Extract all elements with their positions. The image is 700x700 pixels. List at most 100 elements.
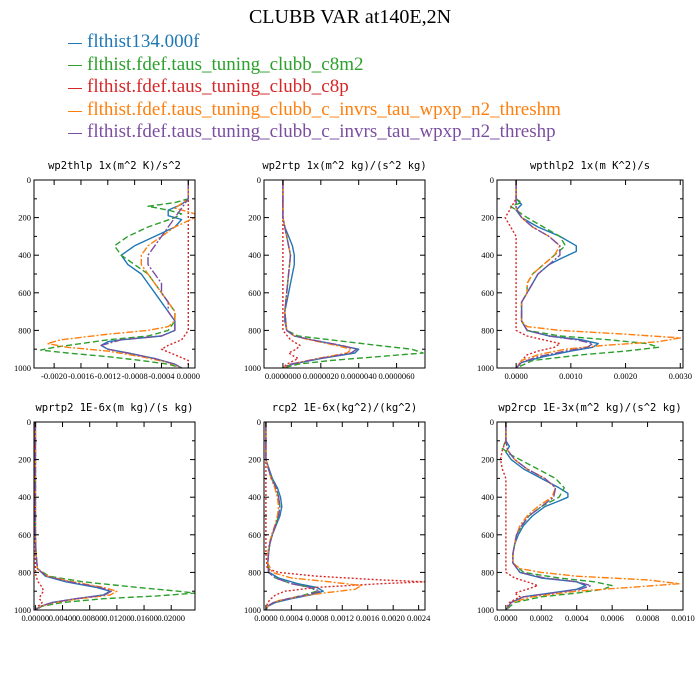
legend-label: flthist.fdef.taus_tuning_clubb_c8p <box>87 76 349 98</box>
x-tick-label: 0.0000020 <box>303 371 339 381</box>
x-tick-label: 0.00400 <box>49 613 77 623</box>
y-tick-label: 600 <box>248 530 261 540</box>
y-tick-label: 400 <box>248 492 261 502</box>
y-tick-label: 200 <box>18 455 31 465</box>
series-line <box>282 180 424 368</box>
legend-item: flthist.fdef.taus_tuning_clubb_c_invrs_t… <box>68 121 561 144</box>
x-tick-label: 0.0006 <box>600 613 623 623</box>
series-line <box>34 422 45 610</box>
x-tick-label: 0.00000 <box>22 613 50 623</box>
x-tick-label: -0.0020 <box>41 371 67 381</box>
series-line <box>499 422 539 610</box>
y-tick-label: 1000 <box>477 605 494 615</box>
subplot: wp2thlp 1x(m^2 K)/s^2 0 200 400 600 800 1000 -0… <box>14 160 200 381</box>
series-group <box>265 422 425 610</box>
x-tick-label: 0.0000040 <box>341 371 377 381</box>
y-tick-label: 0 <box>27 175 31 185</box>
legend-label: flthist.fdef.taus_tuning_clubb_c_invrs_t… <box>87 121 556 143</box>
legend-item: flthist.fdef.taus_tuning_clubb_c_invrs_t… <box>68 99 561 122</box>
legend-item: flthist.fdef.taus_tuning_clubb_c8p <box>68 76 561 99</box>
x-tick-label: 0.0000000 <box>265 371 301 381</box>
subplot: wp2rtp 1x(m^2 kg)/(s^2 kg)0 200 400 600 800 1… <box>244 160 427 381</box>
x-tick-label: 0.0000 <box>177 371 200 381</box>
legend-swatch <box>68 87 82 89</box>
x-tick-label: 0.0020 <box>614 371 637 381</box>
y-tick-label: 800 <box>481 325 494 335</box>
legend: flthist134.000f flthist.fdef.taus_tuning… <box>68 31 561 144</box>
series-line <box>505 422 592 610</box>
legend-swatch <box>68 133 82 135</box>
series-group <box>40 180 195 368</box>
x-tick-label: 0.02000 <box>157 613 185 623</box>
legend-item: flthist.fdef.taus_tuning_clubb_c8m2 <box>68 54 561 77</box>
x-tick-label: -0.0008 <box>122 371 148 381</box>
y-tick-label: 0 <box>490 175 494 185</box>
y-tick-label: 1000 <box>14 605 31 615</box>
y-tick-label: 200 <box>481 455 494 465</box>
legend-swatch <box>68 65 82 67</box>
series-line <box>282 180 358 368</box>
series-line <box>504 180 561 368</box>
x-tick-label: 0.0024 <box>407 613 431 623</box>
subplot: rcp2 1E-6x(kg^2)/(kg^2) 0 200 400 600 800 1000… <box>244 402 431 623</box>
series-line <box>100 180 190 368</box>
x-tick-label: 0.0030 <box>669 371 692 381</box>
legend-swatch <box>68 110 82 112</box>
subplot-title: wprtp2 1E-6x(m kg)/(s kg) <box>35 402 193 414</box>
x-tick-label: 0.0008 <box>305 613 328 623</box>
x-tick-label: -0.0012 <box>95 371 121 381</box>
x-tick-label: 0.0000 <box>494 613 517 623</box>
legend-label: flthist134.000f <box>87 31 200 52</box>
plot-frame <box>33 421 196 611</box>
x-tick-label: 0.0004 <box>280 613 304 623</box>
legend-label: flthist.fdef.taus_tuning_clubb_c8m2 <box>87 53 364 75</box>
y-tick-label: 1000 <box>14 363 31 373</box>
y-tick-label: 800 <box>18 325 31 335</box>
legend-item: flthist134.000f <box>68 31 561 54</box>
x-tick-label: 0.01200 <box>103 613 131 623</box>
plot-frame <box>496 179 684 369</box>
y-tick-label: 800 <box>248 325 261 335</box>
y-tick-label: 200 <box>18 213 31 223</box>
x-tick-label: 0.0016 <box>356 613 379 623</box>
x-tick-label: -0.0016 <box>68 371 94 381</box>
series-line <box>265 422 321 610</box>
legend-swatch <box>68 42 82 44</box>
y-tick-label: 1000 <box>477 363 494 373</box>
y-tick-label: 400 <box>18 250 31 260</box>
y-tick-label: 0 <box>27 417 31 427</box>
series-group <box>499 422 681 610</box>
y-tick-label: 200 <box>481 213 494 223</box>
subplot-title: wp2rtp 1x(m^2 kg)/(s^2 kg) <box>262 160 426 172</box>
subplot: wprtp2 1E-6x(m kg)/(s kg) 0 200 400 600 800 10… <box>14 402 196 623</box>
series-line <box>282 180 352 368</box>
y-tick-label: 200 <box>248 455 261 465</box>
x-tick-label: 0.0020 <box>381 613 404 623</box>
y-tick-label: 600 <box>248 288 261 298</box>
series-line <box>160 180 190 368</box>
y-tick-label: 200 <box>248 213 261 223</box>
y-tick-label: 600 <box>18 288 31 298</box>
x-tick-label: 0.0002 <box>530 613 553 623</box>
x-tick-label: 0.0000060 <box>379 371 415 381</box>
x-tick-label: 0.0000 <box>254 613 277 623</box>
page-title: CLUBB VAR at140E,2N <box>248 6 452 28</box>
y-tick-label: 400 <box>248 250 261 260</box>
y-tick-label: 600 <box>481 530 494 540</box>
x-tick-label: 0.01600 <box>130 613 158 623</box>
series-line <box>501 422 613 610</box>
series-line <box>34 422 113 610</box>
y-tick-label: 1000 <box>244 605 261 615</box>
y-tick-label: 400 <box>481 250 494 260</box>
series-line <box>515 180 599 368</box>
y-tick-label: 600 <box>18 530 31 540</box>
series-group <box>34 422 195 610</box>
y-tick-label: 0 <box>490 417 494 427</box>
y-tick-label: 800 <box>248 567 261 577</box>
subplot: wp2rcp 1E-3x(m^2 kg)/(s^2 kg) 0 200 400 600 8… <box>477 402 695 623</box>
y-tick-label: 0 <box>257 417 261 427</box>
series-line <box>282 180 301 368</box>
series-line <box>265 422 324 610</box>
y-tick-label: 1000 <box>244 363 261 373</box>
